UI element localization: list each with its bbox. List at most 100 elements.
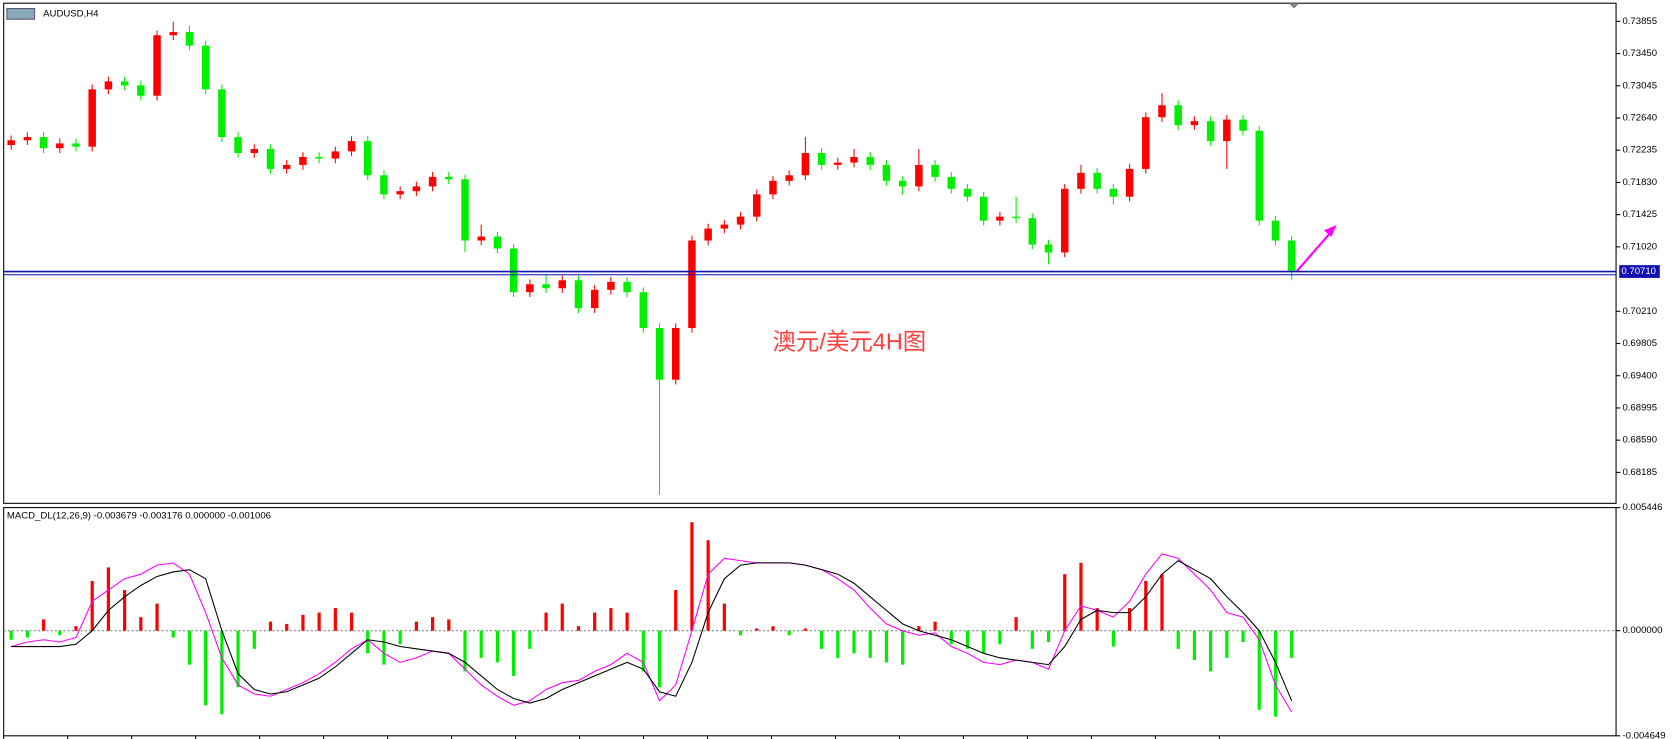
histogram-bar xyxy=(641,630,645,672)
histogram-bar xyxy=(949,630,953,645)
candle-body xyxy=(282,164,291,169)
histogram-bar xyxy=(382,630,386,665)
histogram-bar xyxy=(333,608,337,631)
candle-body xyxy=(1271,220,1280,241)
candle-body xyxy=(1109,188,1118,197)
y-tick-label: 0.71830 xyxy=(1622,177,1657,188)
price-label-bg xyxy=(1619,265,1660,278)
histogram-bar xyxy=(868,630,872,658)
candle-body xyxy=(428,176,437,187)
histogram-bar xyxy=(657,630,662,688)
histogram-bar xyxy=(1095,608,1099,631)
candle-body xyxy=(1044,244,1053,253)
histogram-bar xyxy=(317,612,321,631)
candle-body xyxy=(1093,172,1101,189)
candle-body xyxy=(866,156,874,165)
candle-body xyxy=(266,149,275,169)
candle-body xyxy=(364,141,372,176)
candle-body xyxy=(1028,218,1037,245)
candle-body xyxy=(185,32,194,46)
candle-body xyxy=(655,328,664,380)
price-label: 0.70710 xyxy=(1621,266,1656,277)
candle-body xyxy=(315,156,323,159)
histogram-bar xyxy=(625,612,629,631)
candle-body xyxy=(250,149,259,153)
histogram-bar xyxy=(463,630,467,672)
candle-body xyxy=(898,180,907,187)
candle-body xyxy=(72,143,80,147)
candle-body xyxy=(120,81,129,86)
histogram-bar xyxy=(252,630,256,649)
candle-body xyxy=(331,151,340,159)
histogram-bar xyxy=(1014,617,1018,631)
histogram-bar xyxy=(155,603,159,631)
candle-body xyxy=(979,196,988,221)
y-tick-label: 0.000000 xyxy=(1622,625,1662,636)
y-tick-label: 0.005446 xyxy=(1622,502,1662,513)
candle-body xyxy=(931,164,939,177)
histogram-bar xyxy=(560,603,564,631)
candle-body xyxy=(1077,172,1085,189)
y-tick-label: 0.68995 xyxy=(1622,402,1657,413)
candle-body xyxy=(137,85,145,96)
macd-line xyxy=(11,559,1293,704)
candle-body xyxy=(753,194,761,217)
candle-body xyxy=(1158,105,1166,118)
histogram-bar xyxy=(755,628,759,631)
candle-body xyxy=(169,32,177,36)
histogram-bar xyxy=(852,630,856,654)
candle-body xyxy=(39,137,48,149)
histogram-bar xyxy=(447,619,451,631)
histogram-bar xyxy=(187,630,192,665)
histogram-bar xyxy=(1176,630,1180,649)
candle-body xyxy=(1239,119,1247,131)
candle-body xyxy=(574,280,583,309)
arrow xyxy=(1295,228,1335,273)
histogram-bar xyxy=(25,630,29,638)
histogram-bar xyxy=(917,626,921,631)
candle-body xyxy=(947,176,956,189)
candle-body xyxy=(234,137,242,153)
histogram-bar xyxy=(544,612,548,631)
y-tick-label: 0.72640 xyxy=(1622,113,1657,124)
chart-title: AUDUSD,H4 xyxy=(43,8,99,19)
candle-body xyxy=(509,248,518,293)
candle-body xyxy=(590,289,599,309)
candle-body xyxy=(445,176,453,180)
candle-body xyxy=(785,175,793,181)
candle-body xyxy=(915,164,923,187)
candle-body xyxy=(477,236,485,241)
histogram-bar xyxy=(674,590,678,631)
candle-body xyxy=(850,156,858,163)
price-panel xyxy=(3,2,1617,504)
histogram-bar xyxy=(268,621,273,631)
macd-line xyxy=(11,553,1293,713)
candle-body xyxy=(526,284,534,293)
histogram-bar xyxy=(1273,630,1278,717)
histogram-bar xyxy=(236,630,240,688)
histogram-bar xyxy=(820,630,824,649)
candle-body xyxy=(1206,121,1215,142)
histogram-bar xyxy=(933,621,937,631)
candle-body xyxy=(882,164,891,181)
macd-title: MACD_DL(12,26,9) -0.003679 -0.003176 0.0… xyxy=(7,511,271,522)
histogram-bar xyxy=(901,630,905,665)
candle-body xyxy=(736,216,745,225)
candle-body xyxy=(607,281,615,290)
histogram-bar xyxy=(414,621,418,631)
histogram-bar xyxy=(398,630,402,645)
y-tick-label: 0.73045 xyxy=(1622,80,1657,91)
histogram-bar xyxy=(366,630,370,654)
histogram-bar xyxy=(1290,630,1294,658)
y-tick-label: -0.004649 xyxy=(1622,730,1665,739)
y-tick-label: 0.69400 xyxy=(1622,370,1657,381)
candle-body xyxy=(1012,216,1020,219)
candle-body xyxy=(347,141,356,152)
histogram-bar xyxy=(512,630,516,676)
candle-body xyxy=(396,191,404,195)
histogram-bar xyxy=(139,617,143,631)
y-tick-label: 0.69805 xyxy=(1622,338,1657,349)
histogram-bar xyxy=(1063,574,1067,631)
